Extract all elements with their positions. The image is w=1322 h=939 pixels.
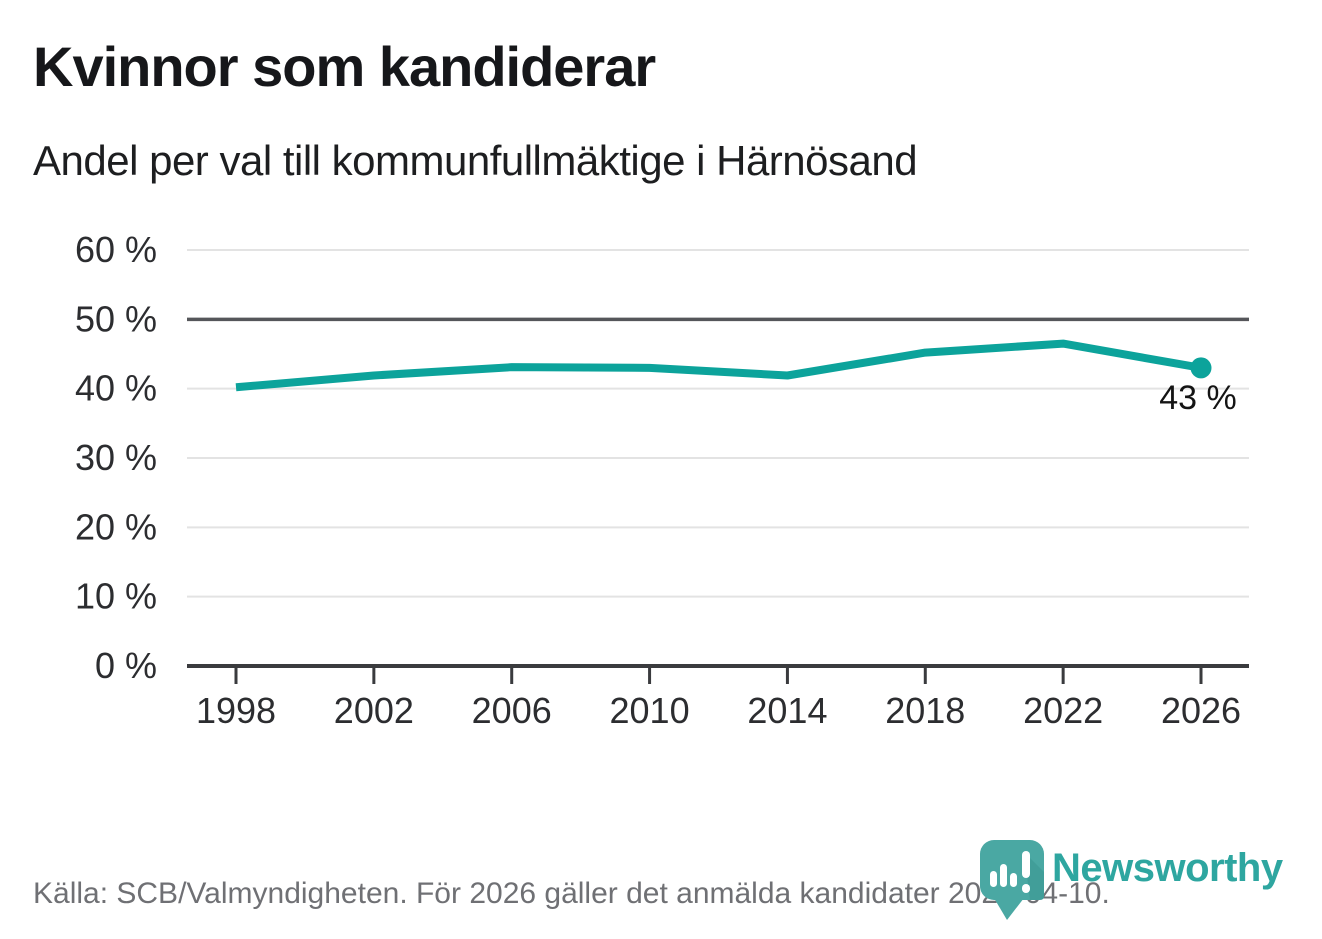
source-note: Källa: SCB/Valmyndigheten. För 2026 gäll…: [33, 877, 1110, 910]
x-tick-label: 2006: [472, 690, 552, 731]
x-tick-label: 2026: [1161, 690, 1241, 731]
x-tick-label: 1998: [196, 690, 276, 731]
y-tick-label: 0 %: [95, 645, 157, 686]
x-tick-label: 2018: [885, 690, 965, 731]
brand-footer: Newsworthy: [980, 840, 1283, 922]
end-dot: [1190, 357, 1212, 379]
x-tick-label: 2002: [334, 690, 414, 731]
data-line: [235, 339, 1202, 392]
y-tick-label: 40 %: [75, 368, 157, 409]
y-tick-label: 20 %: [75, 506, 157, 547]
chart-subtitle: Andel per val till kommunfullmäktige i H…: [33, 137, 918, 184]
x-tick-label: 2010: [610, 690, 690, 731]
chart-title: Kvinnor som kandiderar: [33, 35, 656, 98]
y-tick-label: 50 %: [75, 298, 157, 339]
y-tick-label: 30 %: [75, 437, 157, 478]
y-tick-label: 60 %: [75, 229, 157, 270]
x-tick-label: 2014: [747, 690, 827, 731]
newsworthy-wordmark: Newsworthy: [1052, 846, 1283, 890]
end-value-label: 43 %: [1159, 379, 1237, 417]
newsworthy-logo-icon: [980, 840, 1044, 920]
y-tick-label: 10 %: [75, 576, 157, 617]
x-tick-label: 2022: [1023, 690, 1103, 731]
